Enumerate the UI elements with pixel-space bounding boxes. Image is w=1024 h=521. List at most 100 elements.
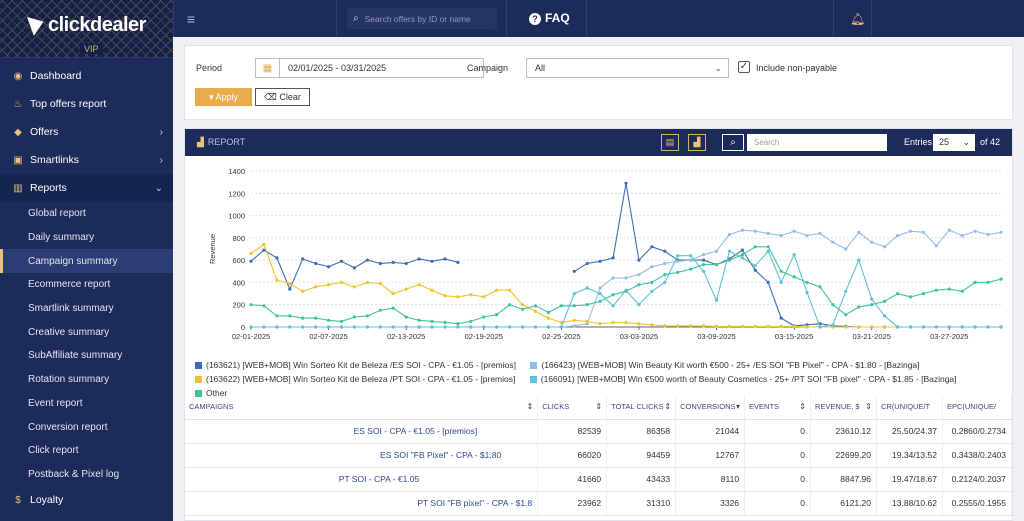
column-label: CAMPAIGNS: [189, 402, 234, 412]
campaign-link[interactable]: PT SOI "FB pixel" - CPA - $1.8: [185, 491, 539, 516]
sidebar-subitem-campaign-summary[interactable]: Campaign summary: [0, 249, 173, 274]
brand-logo[interactable]: clickdealer VIP: [0, 0, 173, 58]
faq-link[interactable]: ? FAQ: [529, 11, 570, 25]
data-point: [314, 261, 318, 266]
sidebar-subitem-creative-summary[interactable]: Creative summary: [28, 326, 110, 338]
data-point: [650, 245, 654, 249]
chevron-down-icon: ⌄: [962, 137, 970, 147]
sort-icon: ⇕: [526, 402, 534, 412]
y-tick-label: 1200: [228, 189, 245, 198]
sidebar-subitem-ecommerce-report[interactable]: Ecommerce report: [28, 279, 111, 291]
sidebar-item-offers[interactable]: ◆ Offers ›: [0, 118, 173, 146]
x-tick-label: 02-25-2025: [542, 332, 580, 341]
data-point: [624, 276, 628, 280]
legend-item[interactable]: (163622) [WEB+MOB] Win Sorteo Kit de Bel…: [195, 373, 515, 386]
campaign-select[interactable]: All ⌄: [526, 58, 729, 78]
sidebar-subitem-subaffiliate-summary[interactable]: SubAffiliate summary: [28, 350, 123, 362]
sidebar-subitem-conversion-report[interactable]: Conversion report: [28, 421, 108, 433]
sidebar-item-loyalty[interactable]: $ Loyalty: [0, 486, 173, 514]
report-search-icon[interactable]: ⌕: [722, 134, 744, 151]
data-point: [740, 248, 745, 252]
legend-label: (166423) [WEB+MOB] Win Beauty Kit worth …: [541, 360, 920, 370]
sidebar-subitem-smartlink-summary[interactable]: Smartlink summary: [28, 303, 114, 315]
column-header-total-clicks[interactable]: TOTAL CLICKS ⇕: [606, 395, 677, 420]
data-point: [288, 314, 292, 318]
export-excel-button[interactable]: ▤: [661, 134, 679, 151]
data-point: [740, 256, 745, 260]
sidebar-subitem-rotation-summary[interactable]: Rotation summary: [28, 374, 110, 386]
sidebar-item-label: Top offers report: [30, 98, 107, 110]
column-header-epc[interactable]: EPC(UNIQUE/: [942, 395, 1013, 420]
sidebar-subitem-postback-pixel-log[interactable]: Postback & Pixel log: [28, 468, 120, 480]
sidebar-subitem-global-report[interactable]: Global report: [28, 208, 86, 220]
sidebar-item-smartlinks[interactable]: ▣ Smartlinks ›: [0, 146, 173, 174]
notifications-bell-icon[interactable]: 🔔︎: [850, 12, 866, 26]
data-point: [624, 289, 628, 293]
data-point: [327, 318, 331, 322]
conversions-cell: 8110: [675, 467, 746, 492]
data-point: [546, 325, 550, 329]
legend-item[interactable]: (166423) [WEB+MOB] Win Beauty Kit worth …: [530, 359, 920, 372]
data-point: [883, 314, 887, 318]
total-clicks-cell: 31310: [606, 491, 677, 516]
column-header-conversions[interactable]: CONVERSIONS ▾: [675, 395, 746, 420]
data-point: [818, 325, 822, 329]
x-tick-label: 03-21-2025: [853, 332, 891, 341]
clear-button[interactable]: ⌫ Clear: [255, 88, 310, 106]
data-point: [857, 258, 861, 262]
data-point: [572, 324, 576, 328]
campaign-link[interactable]: PT SOI - CPA - €1.05: [185, 467, 539, 492]
apply-button[interactable]: ▾ Apply: [195, 88, 252, 106]
data-point: [352, 315, 356, 319]
column-header-cr[interactable]: CR(UNIQUE/T: [876, 395, 943, 420]
include-nonpayable-checkbox[interactable]: ✓: [738, 61, 750, 73]
legend-item[interactable]: Other: [195, 387, 227, 400]
data-point: [766, 280, 770, 284]
data-point: [637, 322, 641, 326]
column-header-campaigns[interactable]: CAMPAIGNS ⇕: [185, 395, 539, 420]
report-title-text: REPORT: [207, 137, 246, 147]
sort-icon: ⇕: [799, 402, 806, 412]
period-date-range-input[interactable]: ▦ 02/01/2025 - 03/31/2025: [255, 58, 484, 78]
sidebar-item-top-offers[interactable]: ♨ Top offers report: [0, 90, 173, 118]
data-point: [779, 324, 783, 328]
data-point: [391, 325, 395, 329]
sidebar-subitem-daily-summary[interactable]: Daily summary: [28, 232, 95, 244]
data-point: [598, 286, 602, 290]
sidebar-item-dashboard[interactable]: ◉ Dashboard: [0, 62, 173, 90]
data-point: [934, 325, 938, 329]
series-line: [250, 246, 1002, 325]
total-clicks-cell: 86358: [606, 419, 677, 444]
campaign-link[interactable]: ES SOI "FB Pixel" - CPA - $1.80: [185, 443, 539, 468]
campaign-link[interactable]: ES SOI - CPA - €1.05 - [premios]: [185, 419, 539, 444]
column-header-revenue[interactable]: REVENUE, $ ⇕: [810, 395, 877, 420]
data-point: [572, 318, 576, 322]
legend-item[interactable]: (166091) [WEB+MOB] Win €500 worth of Bea…: [529, 373, 957, 386]
data-point: [779, 234, 783, 238]
data-point: [249, 325, 253, 329]
data-point: [637, 283, 641, 287]
conversions-cell: 3326: [675, 491, 746, 516]
data-point: [249, 251, 253, 256]
data-point: [857, 230, 861, 234]
report-search-input[interactable]: Search: [747, 134, 887, 151]
sidebar-item-reports[interactable]: ▥ Reports ⌄: [0, 174, 173, 202]
epc-cell: 0.2860/0.2734: [942, 419, 1013, 444]
data-point: [327, 325, 331, 329]
entries-select[interactable]: 25 ⌄: [933, 134, 975, 151]
data-point: [339, 319, 344, 323]
column-header-clicks[interactable]: CLICKS ⇕: [537, 395, 608, 420]
data-point: [753, 245, 757, 249]
toggle-chart-button[interactable]: ▟: [688, 134, 706, 151]
data-point: [495, 313, 499, 317]
sidebar-subitem-click-report[interactable]: Click report: [28, 445, 79, 457]
legend-item[interactable]: (163621) [WEB+MOB] Win Sorteo Kit de Bel…: [195, 359, 516, 372]
menu-toggle-icon[interactable]: ≡: [173, 0, 208, 37]
offer-search-input[interactable]: ⌕ Search offers by ID or name: [347, 8, 497, 29]
data-point: [831, 323, 835, 327]
column-header-events[interactable]: EVENTS ⇕: [744, 395, 811, 420]
data-point: [727, 324, 732, 328]
data-point: [973, 229, 977, 233]
sidebar-subitem-event-report[interactable]: Event report: [28, 397, 83, 409]
topbar-divider: [586, 0, 587, 37]
